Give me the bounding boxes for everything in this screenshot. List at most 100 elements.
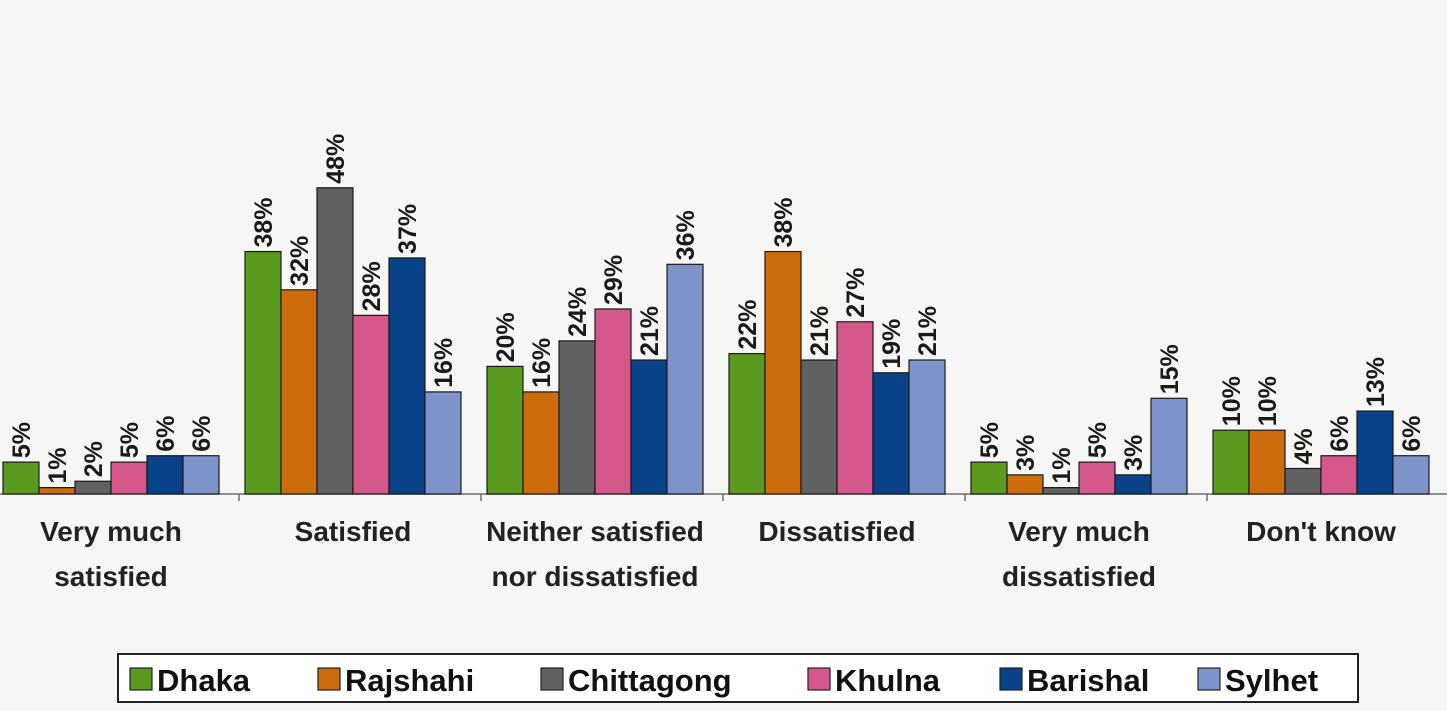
data-label: 4% bbox=[1290, 428, 1318, 464]
bar-barishal-satisfied bbox=[388, 257, 426, 495]
data-label: 5% bbox=[8, 422, 36, 458]
category-label-line: Dissatisfied bbox=[758, 516, 915, 547]
bar-khulna-dissatisfied bbox=[836, 321, 874, 495]
data-label: 1% bbox=[44, 447, 72, 483]
data-label: 38% bbox=[250, 198, 278, 248]
data-label: 21% bbox=[914, 306, 942, 356]
bar-sylhet-don-t-know bbox=[1392, 455, 1430, 495]
data-label: 20% bbox=[492, 312, 520, 362]
bar-barishal-very-much-satisfied bbox=[146, 455, 184, 495]
bar-chittagong-neither-satisfied-nor-dissatisfied bbox=[558, 340, 596, 495]
bar-rajshahi-dissatisfied bbox=[764, 250, 802, 495]
bar-dhaka-neither-satisfied-nor-dissatisfied bbox=[486, 365, 524, 495]
bar-khulna-very-much-satisfied bbox=[110, 461, 148, 495]
legend-label-rajshahi: Rajshahi bbox=[345, 663, 474, 698]
data-label: 37% bbox=[394, 204, 422, 254]
legend-label-sylhet: Sylhet bbox=[1225, 663, 1318, 698]
data-label: 22% bbox=[734, 300, 762, 350]
category-label-line: Neither satisfied bbox=[486, 516, 704, 547]
bar-sylhet-very-much-satisfied bbox=[182, 455, 220, 495]
data-label: 32% bbox=[286, 236, 314, 286]
data-label: 10% bbox=[1254, 376, 1282, 426]
bar-barishal-neither-satisfied-nor-dissatisfied bbox=[630, 359, 668, 495]
bar-dhaka-very-much-satisfied bbox=[2, 461, 40, 495]
data-label: 6% bbox=[188, 416, 216, 452]
bar-dhaka-don-t-know bbox=[1212, 429, 1250, 495]
data-label: 1% bbox=[1048, 447, 1076, 483]
data-label: 5% bbox=[976, 422, 1004, 458]
category-label-line: dissatisfied bbox=[1002, 561, 1156, 592]
data-label: 21% bbox=[636, 306, 664, 356]
category-label-line: Very much bbox=[40, 516, 182, 547]
category-label-line: Satisfied bbox=[295, 516, 412, 547]
category-label: Very much dissatisfied bbox=[1002, 516, 1156, 592]
legend-label-khulna: Khulna bbox=[835, 663, 941, 698]
bar-khulna-satisfied bbox=[352, 314, 390, 495]
data-label: 13% bbox=[1362, 357, 1390, 407]
category-label: Don't know bbox=[1246, 516, 1396, 547]
category-label: Neither satisfied nor dissatisfied bbox=[486, 516, 704, 592]
data-label: 16% bbox=[430, 338, 458, 388]
bar-sylhet-neither-satisfied-nor-dissatisfied bbox=[666, 263, 704, 495]
data-label: 15% bbox=[1156, 344, 1184, 394]
data-label: 24% bbox=[564, 287, 592, 337]
legend-label-chittagong: Chittagong bbox=[568, 663, 732, 698]
category-label-line: satisfied bbox=[54, 561, 168, 592]
legend-swatch-dhaka bbox=[129, 667, 153, 691]
category-label: Dissatisfied bbox=[758, 516, 915, 547]
data-label: 5% bbox=[1084, 422, 1112, 458]
bar-rajshahi-very-much-dissatisfied bbox=[1006, 474, 1044, 495]
bar-rajshahi-very-much-satisfied bbox=[38, 487, 76, 495]
data-label: 36% bbox=[672, 210, 700, 260]
data-label: 6% bbox=[1398, 416, 1426, 452]
data-label: 6% bbox=[1326, 416, 1354, 452]
bar-barishal-very-much-dissatisfied bbox=[1114, 474, 1152, 495]
category-label: Satisfied bbox=[295, 516, 412, 547]
bar-barishal-dissatisfied bbox=[872, 372, 910, 495]
data-label: 29% bbox=[600, 255, 628, 305]
bar-sylhet-dissatisfied bbox=[908, 359, 946, 495]
data-label: 21% bbox=[806, 306, 834, 356]
legend-swatch-chittagong bbox=[540, 667, 564, 691]
legend-swatch-rajshahi bbox=[317, 667, 341, 691]
legend-box bbox=[117, 653, 1359, 703]
legend-swatch-khulna bbox=[807, 667, 831, 691]
category-label: Very much satisfied bbox=[40, 516, 182, 592]
bar-chittagong-very-much-dissatisfied bbox=[1042, 487, 1080, 495]
bar-chittagong-very-much-satisfied bbox=[74, 480, 112, 495]
bar-barishal-don-t-know bbox=[1356, 410, 1394, 495]
data-label: 19% bbox=[878, 319, 906, 369]
category-label-line: Very much bbox=[1008, 516, 1150, 547]
legend: Dhaka Rajshahi Chittagong Khulna Barishal Syl… bbox=[117, 653, 1359, 703]
data-label: 3% bbox=[1120, 435, 1148, 471]
bar-chittagong-dissatisfied bbox=[800, 359, 838, 495]
data-label: 27% bbox=[842, 268, 870, 318]
data-label: 16% bbox=[528, 338, 556, 388]
bar-dhaka-dissatisfied bbox=[728, 353, 766, 495]
data-label: 48% bbox=[322, 134, 350, 184]
data-label: 6% bbox=[152, 416, 180, 452]
bar-dhaka-very-much-dissatisfied bbox=[970, 461, 1008, 495]
data-label: 10% bbox=[1218, 376, 1246, 426]
bar-rajshahi-neither-satisfied-nor-dissatisfied bbox=[522, 391, 560, 495]
legend-swatch-barishal bbox=[999, 667, 1023, 691]
bar-sylhet-very-much-dissatisfied bbox=[1150, 397, 1188, 495]
category-label-line: Don't know bbox=[1246, 516, 1396, 547]
data-label: 2% bbox=[80, 441, 108, 477]
bar-khulna-neither-satisfied-nor-dissatisfied bbox=[594, 308, 632, 495]
legend-label-barishal: Barishal bbox=[1027, 663, 1149, 698]
bar-khulna-very-much-dissatisfied bbox=[1078, 461, 1116, 495]
bar-rajshahi-satisfied bbox=[280, 289, 318, 495]
bar-chittagong-satisfied bbox=[316, 187, 354, 495]
data-label: 28% bbox=[358, 261, 386, 311]
legend-label-dhaka: Dhaka bbox=[157, 663, 251, 698]
bar-chittagong-don-t-know bbox=[1284, 467, 1322, 495]
data-label: 3% bbox=[1012, 435, 1040, 471]
category-label-line: nor dissatisfied bbox=[492, 561, 699, 592]
data-label: 5% bbox=[116, 422, 144, 458]
data-label: 38% bbox=[770, 198, 798, 248]
bar-sylhet-satisfied bbox=[424, 391, 462, 495]
legend-swatch-sylhet bbox=[1197, 667, 1221, 691]
